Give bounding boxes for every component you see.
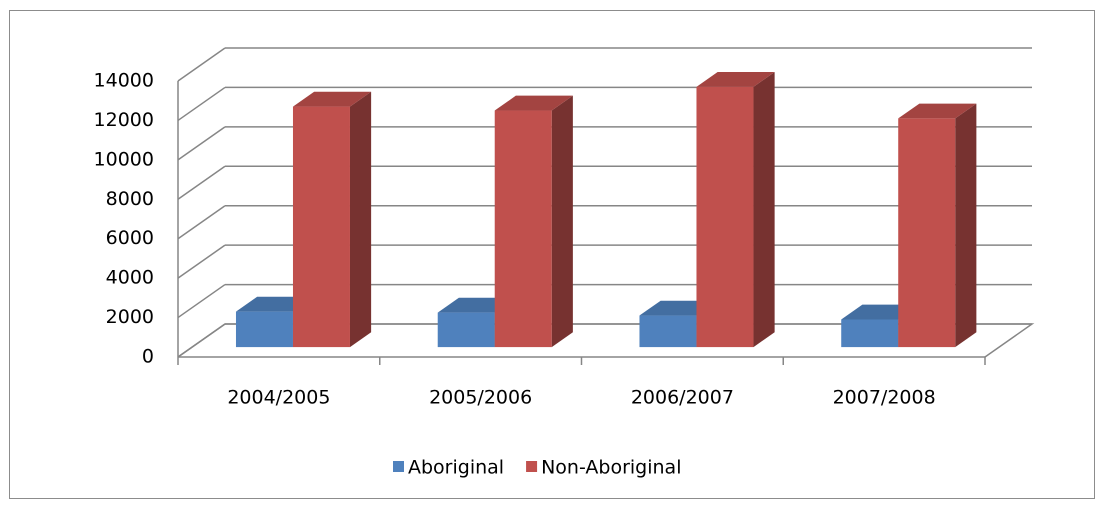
y-tick-label: 8000 [106,188,154,210]
bar-top [494,95,573,111]
bar-top [696,72,775,87]
legend-label: Aboriginal [408,457,504,479]
bar-top [898,103,977,119]
y-tick-label: 10000 [94,148,154,170]
bar-top [292,91,372,107]
y-tick-label: 14000 [94,70,154,92]
grid-line [177,47,226,82]
grid-line [177,323,226,358]
grid-line [177,244,226,279]
bar [235,311,293,348]
bar [437,312,495,348]
x-tick-label: 2004/2005 [227,387,330,409]
y-tick-label: 6000 [106,227,154,249]
x-tick-label: 2007/2008 [833,387,936,409]
bar-side [551,95,573,348]
legend-label: Non-Aboriginal [541,457,681,479]
x-tick-label: 2006/2007 [631,387,734,409]
bar [696,86,754,348]
legend-swatch [393,461,404,472]
y-tick-label: 4000 [106,267,154,289]
bar [841,319,899,348]
grid-line [177,205,226,240]
y-tick-label: 12000 [94,109,154,131]
grid-line [177,165,226,200]
x-tick-label: 2005/2006 [429,387,532,409]
grid-line [177,283,226,319]
bar-side [349,91,372,348]
legend-swatch [526,461,538,472]
grid-line [177,86,226,122]
bar [292,106,350,348]
bar-side [955,103,977,348]
y-tick-label: 0 [142,346,154,368]
bar [639,315,697,348]
bar [898,118,956,348]
bar-side [753,72,775,348]
y-tick-label: 2000 [106,306,154,328]
grid-line [177,126,226,161]
bar [494,110,552,348]
